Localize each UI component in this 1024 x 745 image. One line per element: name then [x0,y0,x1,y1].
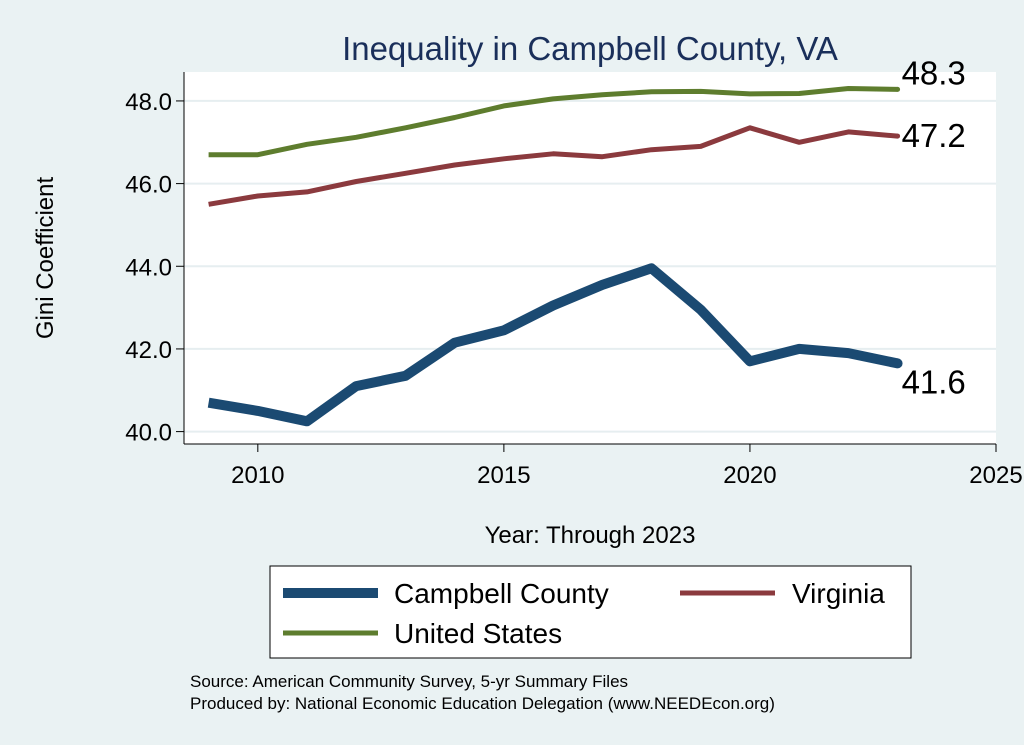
series-end-point-virginia [895,133,901,139]
x-tick-label: 2020 [723,462,776,489]
y-tick-label: 40.0 [125,420,172,447]
plot-area [184,72,996,444]
legend-label-campbell-county: Campbell County [394,578,609,609]
x-tick-label: 2015 [477,462,530,489]
grid-lines [184,99,996,433]
source-line-2: Produced by: National Economic Education… [190,694,775,713]
y-tick-label: 46.0 [125,172,172,199]
x-tick-label: 2010 [231,462,284,489]
series-line-campbell-county [207,263,899,427]
series-line-united-states [208,86,898,158]
legend-label-virginia: Virginia [792,578,885,609]
legend-label-united-states: United States [394,618,562,649]
chart-title: Inequality in Campbell County, VA [342,30,838,67]
source-line-1: Source: American Community Survey, 5-yr … [190,672,628,691]
end-labels: 48.3 47.2 41.6 [902,54,966,400]
x-axis-label: Year: Through 2023 [485,522,696,549]
series-lines [207,86,903,427]
y-tick-label: 44.0 [125,254,172,281]
legend: Campbell County Virginia United States [269,565,912,659]
series-end-point-campbell-county [892,358,903,369]
y-tick-label: 48.0 [125,89,172,116]
series-line-virginia [208,125,898,207]
y-axis-label: Gini Coefficient [32,177,59,340]
series-end-point-united-states [895,86,901,92]
y-axis-ticks: 40.0 42.0 44.0 46.0 48.0 [125,89,184,447]
end-label-campbell-county: 41.6 [902,363,966,400]
end-label-virginia: 47.2 [902,117,966,154]
legend-box [269,565,912,659]
x-axis-ticks: 2010 2015 2020 2025 [231,444,1023,489]
end-label-united-states: 48.3 [902,54,966,91]
y-tick-label: 42.0 [125,337,172,364]
x-tick-label: 2025 [969,462,1022,489]
